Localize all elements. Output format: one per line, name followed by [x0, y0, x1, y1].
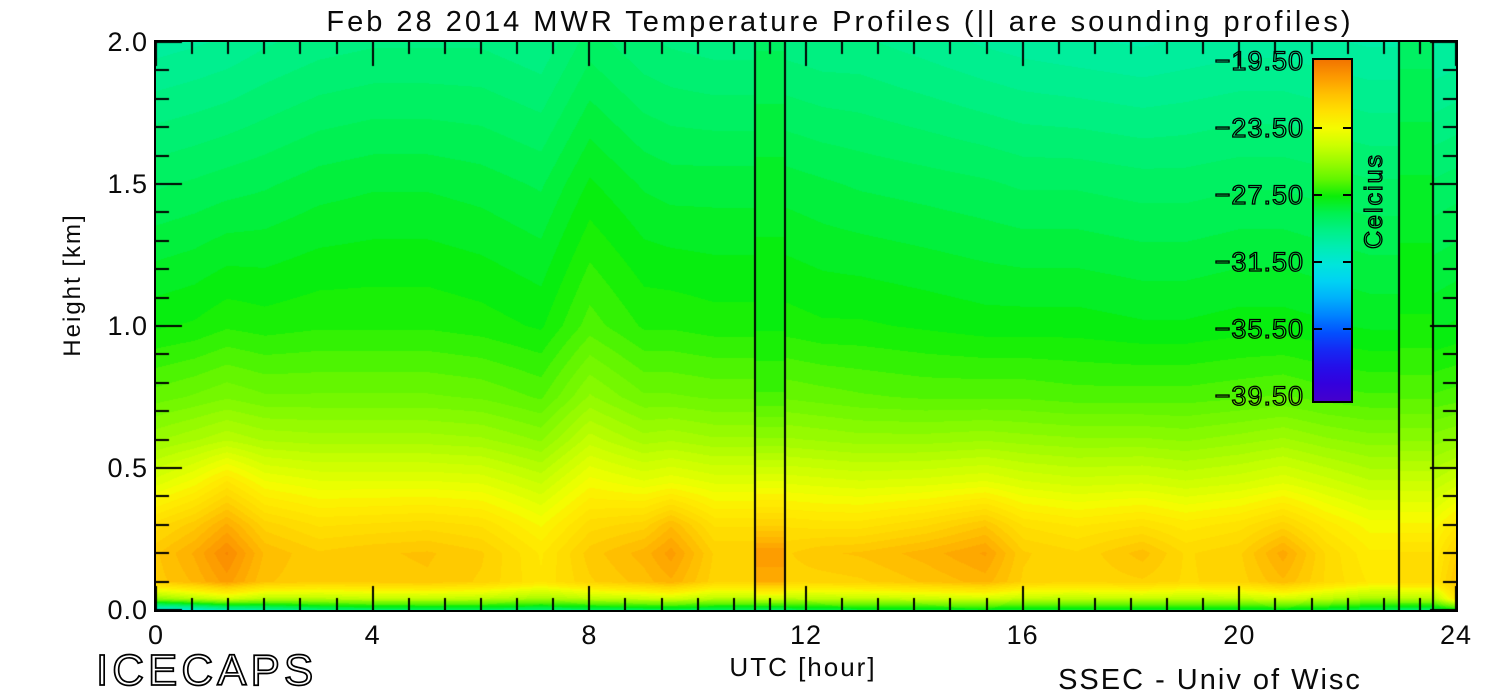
colorbar-tick-label: −23.50: [1214, 113, 1304, 144]
project-label: ICECAPS: [95, 645, 318, 696]
x-axis-label: UTC [hour]: [729, 652, 877, 682]
colorbar-tick: [1343, 260, 1351, 263]
colorbar-tick: [1343, 127, 1351, 130]
y-tick-label: 2.0: [107, 27, 148, 57]
colorbar-tick-label: −19.50: [1214, 46, 1304, 77]
colorbar-tick: [1314, 127, 1322, 130]
credit-label: SSEC - Univ of Wisc: [1058, 664, 1362, 696]
colorbar-tick-label: −39.50: [1214, 380, 1304, 411]
x-tick-label: 0: [147, 620, 165, 650]
colorbar-tick: [1314, 327, 1322, 330]
y-tick-label: 0.5: [107, 453, 148, 483]
y-axis-label: Height [km]: [59, 213, 86, 357]
y-tick-label: 1.0: [107, 311, 148, 341]
x-tick-label: 8: [581, 620, 598, 650]
y-tick-label: 0.0: [107, 595, 148, 625]
colorbar-tick: [1343, 327, 1351, 330]
chart-title: Feb 28 2014 MWR Temperature Profiles (||…: [326, 6, 1354, 38]
x-tick-label: 4: [364, 620, 381, 650]
colorbar-tick: [1343, 194, 1351, 197]
x-tick-label: 16: [1006, 620, 1039, 650]
x-tick-label: 24: [1439, 620, 1473, 650]
colorbar-tick-label: −27.50: [1214, 179, 1304, 211]
colorbar: [1312, 58, 1353, 403]
colorbar-tick-label: −35.50: [1214, 313, 1304, 344]
colorbar-tick: [1314, 260, 1322, 263]
colorbar-tick: [1314, 194, 1322, 197]
colorbar-unit-label: Celcius: [1359, 152, 1388, 249]
heatmap-plot: [154, 40, 1458, 612]
y-tick-label: 1.5: [107, 169, 148, 199]
x-tick-label: 12: [789, 620, 823, 650]
colorbar-tick-label: −31.50: [1214, 246, 1304, 277]
temperature-heatmap-canvas: [156, 42, 1456, 610]
x-tick-label: 20: [1223, 620, 1256, 650]
